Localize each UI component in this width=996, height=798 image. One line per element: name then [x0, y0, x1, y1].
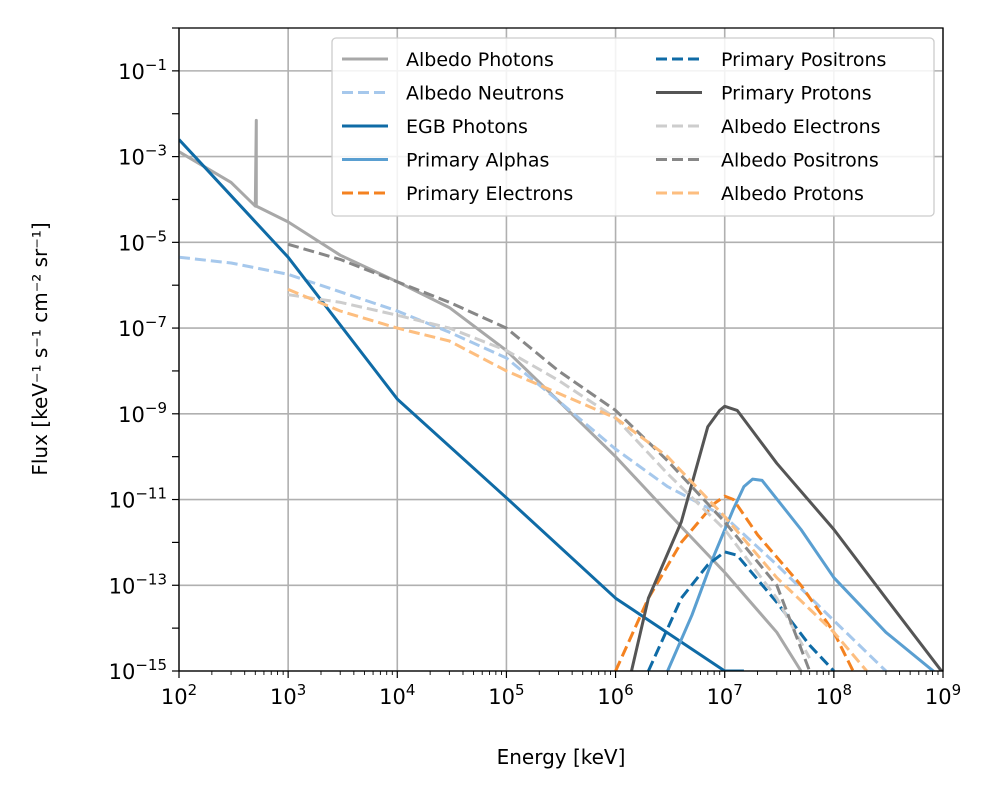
y-tick-labels: 10−1 10−3 10−5 10−7 10−9 10−11 10−13 10−15	[109, 56, 167, 684]
y-tick-label: 10−11	[109, 485, 167, 513]
x-tick-label: 108	[816, 681, 852, 709]
x-tick-label: 106	[597, 681, 633, 709]
ticks	[172, 27, 944, 678]
legend-label: Albedo Neutrons	[406, 83, 564, 105]
y-tick-label: 10−13	[109, 570, 167, 598]
x-tick-label: 103	[270, 681, 306, 709]
x-tick-labels: 102 103 104 105 106 107 108 109	[161, 681, 961, 709]
x-tick-label: 102	[161, 681, 197, 709]
y-axis-label: Flux [keV⁻¹ s⁻¹ cm⁻² sr⁻¹]	[28, 222, 52, 475]
legend-label: Albedo Photons	[406, 49, 554, 71]
series-albedo-protons	[287, 288, 868, 671]
legend-label: EGB Photons	[406, 116, 528, 138]
x-axis-label: Energy [keV]	[497, 745, 626, 769]
legend-box	[331, 37, 935, 217]
series-egb-photons	[179, 138, 744, 671]
plot-frame	[178, 27, 944, 672]
series-primary-alphas	[666, 477, 936, 671]
series-primary-protons	[630, 404, 943, 671]
x-tick-label: 107	[707, 681, 743, 709]
series-lines	[179, 118, 943, 671]
series-albedo-electrons	[287, 293, 811, 659]
y-tick-label: 10−9	[118, 399, 167, 427]
legend-label: Albedo Electrons	[721, 116, 881, 138]
series-primary-positrons	[647, 550, 835, 671]
x-tick-label: 109	[925, 681, 961, 709]
series-primary-electrons	[614, 494, 855, 671]
legend-label: Primary Alphas	[406, 150, 549, 172]
series-albedo-photons	[179, 118, 803, 671]
y-tick-label: 10−15	[109, 656, 167, 684]
legend-label: Primary Protons	[721, 83, 872, 105]
y-tick-label: 10−3	[118, 142, 167, 170]
y-tick-label: 10−5	[118, 227, 167, 255]
x-tick-label: 104	[379, 681, 415, 709]
x-tick-label: 105	[488, 681, 524, 709]
y-tick-label: 10−7	[118, 313, 167, 341]
y-tick-label: 10−1	[118, 56, 167, 84]
legend-label: Albedo Positrons	[721, 150, 879, 172]
legend-label: Albedo Protons	[721, 183, 864, 205]
legend-label: Primary Electrons	[406, 183, 573, 205]
legend: Albedo Photons Albedo Neutrons EGB Photons…	[331, 37, 935, 217]
series-albedo-neutrons	[179, 255, 887, 671]
legend-label: Primary Positrons	[721, 49, 886, 71]
series-albedo-positrons	[287, 242, 812, 671]
